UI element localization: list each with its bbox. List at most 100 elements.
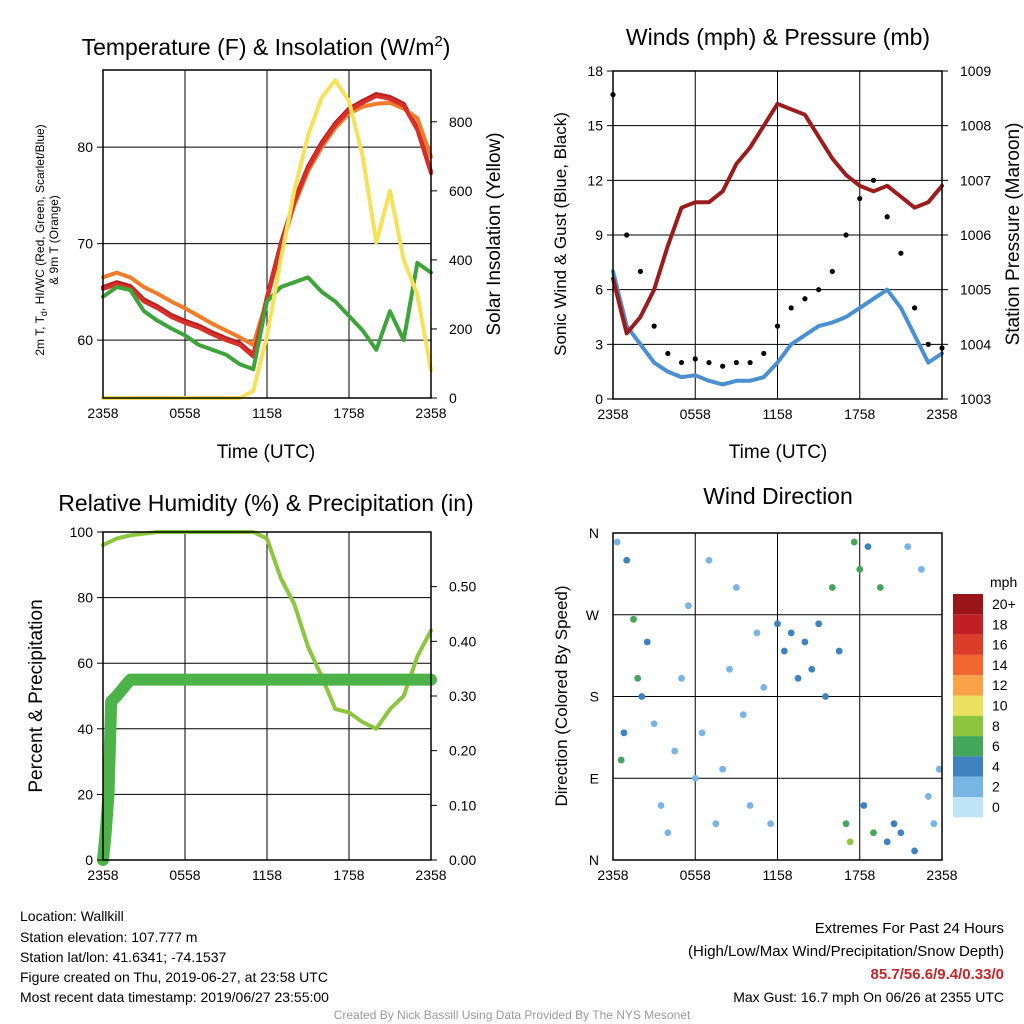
direction-point <box>850 538 858 546</box>
y-tick-label-right: 0.50 <box>449 579 476 595</box>
y-tick-label-right: 1007 <box>960 172 991 188</box>
direction-point <box>760 684 768 691</box>
direction-point <box>828 584 836 591</box>
legend-swatch <box>953 736 983 757</box>
gust-point <box>624 232 630 238</box>
direction-point <box>719 765 727 773</box>
legend-swatch <box>953 715 983 737</box>
y-tick-label-right: 1006 <box>960 227 991 243</box>
legend-swatch <box>953 594 983 615</box>
x-tick-label: 1158 <box>252 405 282 421</box>
legend-label: 16 <box>992 637 1008 653</box>
x-tick-label: 1158 <box>762 406 792 422</box>
x-tick-label: 0558 <box>169 405 200 421</box>
legend-swatch <box>953 675 983 696</box>
gust-point <box>884 214 890 220</box>
legend-label: 18 <box>992 616 1008 632</box>
x-tick-label: 1758 <box>333 867 364 883</box>
y-tick-label-left: 80 <box>77 139 93 155</box>
y-tick-label-right: 1009 <box>960 63 991 79</box>
y-tick-label-left: 70 <box>77 236 93 252</box>
direction-point <box>684 602 692 610</box>
y-tick-label-left: 60 <box>77 332 93 348</box>
extremes-legend: (High/Low/Max Wind/Precipitation/Snow De… <box>688 943 1004 960</box>
x-tick-label: 2358 <box>926 867 957 883</box>
direction-point <box>787 629 795 637</box>
direction-point <box>638 693 646 700</box>
legend-label: 14 <box>992 657 1008 673</box>
legend-swatch <box>953 776 983 797</box>
direction-grid <box>613 533 942 860</box>
gust-point <box>802 296 808 302</box>
y-tick-label-left: 20 <box>77 786 93 802</box>
gust-point <box>720 363 726 369</box>
direction-point <box>753 629 761 637</box>
legend-unit: mph <box>990 574 1017 590</box>
direction-point <box>698 729 706 737</box>
direction-point <box>767 820 775 828</box>
y-tick-label-right: 0.00 <box>449 852 476 868</box>
direction-point <box>815 620 823 628</box>
direction-point <box>918 565 925 573</box>
gust-point <box>733 359 739 366</box>
legend-label: 2 <box>992 779 1000 795</box>
y-tick-label-right: 600 <box>449 183 473 199</box>
extremes-title: Extremes For Past 24 Hours <box>815 920 1004 937</box>
direction-point <box>890 820 898 828</box>
y-tick-label-right: 1008 <box>960 118 991 134</box>
y-tick-label-left: 0 <box>85 852 93 868</box>
legend-label: 10 <box>992 698 1008 714</box>
y-tick-label-left: N <box>589 852 599 868</box>
y-tick-label-left: 18 <box>587 63 603 79</box>
x-tick-label: 1758 <box>333 405 364 421</box>
gust-point <box>747 359 753 366</box>
y-tick-label-right: 1003 <box>960 391 991 407</box>
extremes-values: 85.7/56.6/9.4/0.33/0 <box>871 966 1004 983</box>
humidity-grid <box>103 532 431 860</box>
gust-point <box>925 341 931 347</box>
direction-point <box>623 556 631 564</box>
temperature-title: Temperature (F) & Insolation (W/m2) <box>82 33 451 60</box>
direction-point <box>930 820 938 828</box>
direction-ylabel-left: Direction (Colored By Speed) <box>552 585 571 806</box>
footer-elevation: Station elevation: 107.777 m <box>20 929 197 945</box>
y-tick-label-right: 0.40 <box>449 633 476 649</box>
y-tick-label-left: N <box>589 525 599 541</box>
footer-latlon: Station lat/lon: 41.6341; -74.1537 <box>20 949 226 965</box>
direction-frame <box>612 532 943 861</box>
y-tick-label-left: W <box>586 607 600 623</box>
series-line-precipitation <box>97 673 437 866</box>
gust-point <box>898 250 904 256</box>
legend-swatch <box>953 756 983 777</box>
winds-panel: Winds (mph) & Pressure (mb) 2358 0558 1158… <box>551 24 1024 463</box>
x-tick-label: 0558 <box>169 867 200 883</box>
y-tick-label-right: 200 <box>449 321 473 337</box>
direction-point <box>808 665 816 673</box>
gust-point <box>706 359 712 366</box>
direction-point <box>613 538 621 546</box>
y-tick-label-left: S <box>590 689 599 705</box>
direction-point <box>657 802 665 809</box>
y-tick-label-left: 0 <box>595 391 603 407</box>
y-tick-label-left: 40 <box>77 721 93 737</box>
legend-label: 6 <box>992 738 1000 754</box>
gust-point <box>857 195 863 202</box>
y-tick-label-left: 15 <box>587 118 603 134</box>
legend-label: 20+ <box>992 596 1016 612</box>
direction-point <box>794 674 802 682</box>
y-tick-label-right: 0 <box>449 390 457 406</box>
direction-point <box>643 638 651 646</box>
winds-plot-area <box>610 92 945 387</box>
legend-swatch <box>953 654 983 676</box>
x-tick-label: 1158 <box>762 867 792 883</box>
humidity-plot-area <box>97 530 437 866</box>
direction-point <box>846 838 854 846</box>
y-tick-label-left: 60 <box>77 655 93 671</box>
direction-point <box>801 638 809 646</box>
temperature-ylabel-left-line2: & 9m T (Orange) <box>47 195 61 285</box>
direction-point <box>856 565 864 573</box>
gust-point <box>665 350 671 357</box>
legend-swatch <box>953 634 983 655</box>
x-tick-label: 2358 <box>415 867 446 883</box>
